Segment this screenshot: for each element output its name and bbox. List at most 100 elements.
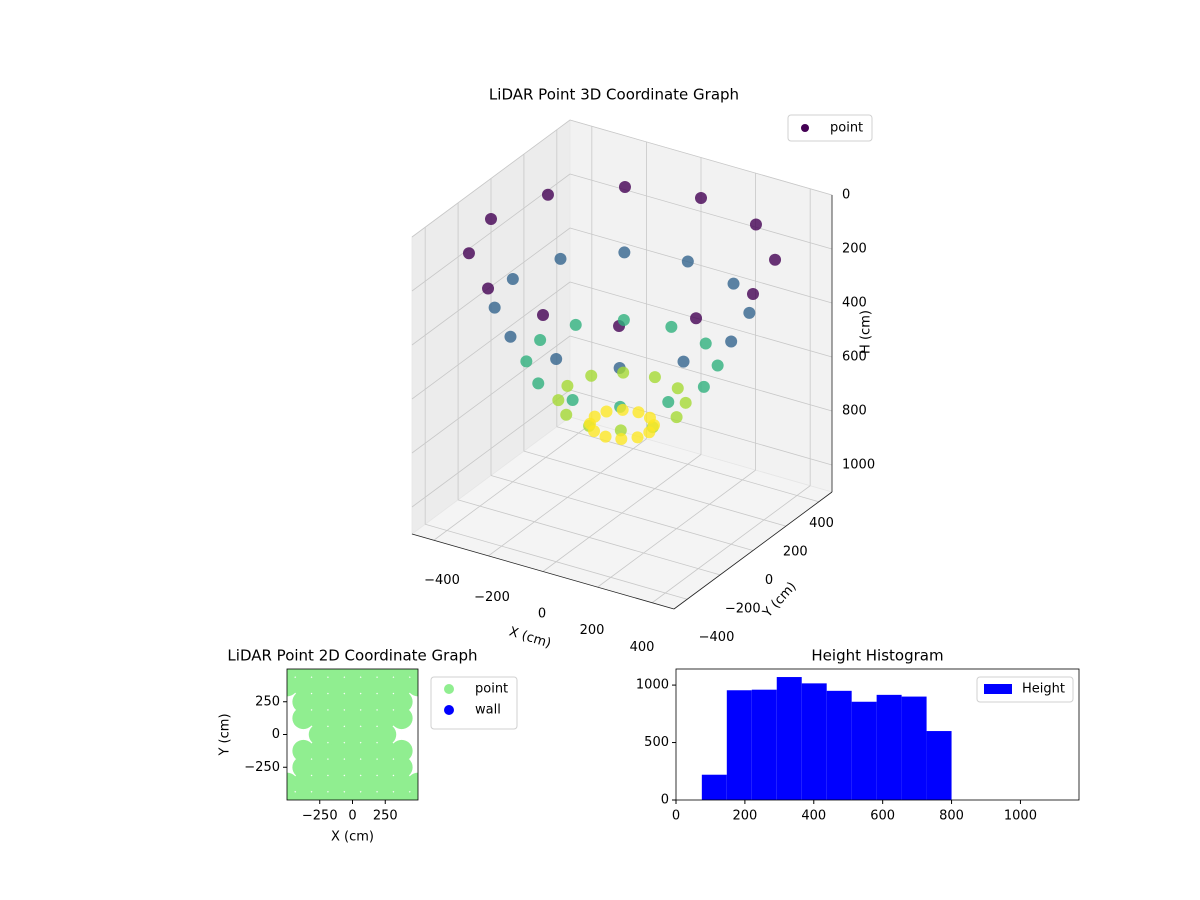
point bbox=[679, 396, 692, 409]
point bbox=[616, 403, 629, 416]
point bbox=[532, 377, 545, 390]
point bbox=[648, 371, 661, 384]
legend-marker bbox=[801, 124, 809, 132]
y-axis-line bbox=[673, 491, 833, 610]
point bbox=[292, 707, 315, 730]
y-grid-line bbox=[457, 499, 721, 576]
point bbox=[325, 669, 348, 680]
point bbox=[599, 430, 612, 443]
y-tick-label: −400 bbox=[699, 630, 735, 645]
axes-frame bbox=[675, 668, 1080, 801]
z-grid-line bbox=[569, 173, 833, 250]
point bbox=[725, 335, 738, 348]
y-axis-label: Y (cm) bbox=[218, 713, 233, 756]
x-tick-label: 250 bbox=[373, 809, 398, 824]
point bbox=[341, 690, 364, 713]
z-grid-line bbox=[569, 389, 833, 466]
point bbox=[681, 255, 694, 268]
bar bbox=[726, 690, 752, 800]
point bbox=[462, 247, 475, 260]
point bbox=[506, 272, 519, 285]
point bbox=[390, 669, 413, 680]
z-tick-label: 0 bbox=[842, 188, 850, 203]
y-tick-label: −250 bbox=[244, 760, 280, 775]
point bbox=[485, 213, 497, 225]
point bbox=[357, 756, 380, 779]
point bbox=[341, 707, 364, 730]
point bbox=[308, 772, 331, 795]
point bbox=[308, 674, 331, 697]
point bbox=[341, 723, 364, 746]
y-tick-label: 1000 bbox=[636, 678, 669, 693]
x-tick-label: 200 bbox=[732, 809, 757, 824]
point bbox=[390, 756, 413, 779]
z-grid-line bbox=[569, 119, 833, 196]
point bbox=[560, 408, 573, 421]
point bbox=[561, 379, 574, 392]
x-tick-label: 1000 bbox=[1004, 809, 1037, 824]
z-axis-label: H (cm) bbox=[859, 310, 874, 354]
x-axis-label: X (cm) bbox=[331, 830, 374, 845]
point bbox=[292, 690, 315, 713]
legend-box bbox=[976, 676, 1074, 703]
x-tick-label: 0 bbox=[538, 607, 546, 622]
point bbox=[308, 739, 331, 762]
point bbox=[292, 669, 315, 680]
point bbox=[341, 756, 364, 779]
point bbox=[374, 674, 397, 697]
point bbox=[390, 772, 413, 795]
point bbox=[308, 707, 331, 730]
point bbox=[374, 707, 397, 730]
legend-marker bbox=[444, 705, 454, 715]
legend-label: wall bbox=[475, 703, 501, 718]
point bbox=[554, 252, 567, 265]
point bbox=[357, 723, 380, 746]
z-tick-label: 200 bbox=[842, 242, 867, 257]
y-tick-label: 0 bbox=[272, 727, 280, 742]
point bbox=[552, 394, 565, 407]
point bbox=[357, 674, 380, 697]
z-tick-label: 600 bbox=[842, 350, 867, 365]
point bbox=[697, 380, 710, 393]
legend-label: Height bbox=[1022, 682, 1065, 697]
point bbox=[677, 355, 690, 368]
point bbox=[541, 188, 554, 201]
point bbox=[357, 772, 380, 795]
point bbox=[569, 318, 582, 331]
point bbox=[374, 669, 397, 680]
point bbox=[341, 772, 364, 795]
point bbox=[632, 406, 645, 419]
point bbox=[747, 288, 759, 300]
bar bbox=[776, 677, 802, 800]
x-tick-label: 600 bbox=[870, 809, 895, 824]
point bbox=[482, 282, 495, 295]
bar bbox=[701, 774, 727, 800]
bar bbox=[876, 694, 902, 800]
y-grid-line bbox=[425, 523, 688, 600]
point bbox=[662, 396, 675, 409]
legend-label: point bbox=[475, 682, 508, 697]
z-grid-line bbox=[569, 335, 833, 412]
point bbox=[615, 432, 628, 445]
bar bbox=[801, 683, 827, 800]
y-tick-label: 200 bbox=[783, 544, 808, 559]
point bbox=[390, 690, 413, 713]
point bbox=[308, 690, 331, 713]
point bbox=[341, 674, 364, 697]
point bbox=[374, 756, 397, 779]
point bbox=[357, 690, 380, 713]
y-tick-label: 400 bbox=[809, 516, 834, 531]
y-tick-label: 0 bbox=[765, 573, 773, 588]
point bbox=[643, 411, 656, 424]
z-grid-line bbox=[411, 335, 571, 454]
x-tick-label: −250 bbox=[302, 809, 338, 824]
point bbox=[671, 382, 684, 395]
point bbox=[617, 314, 630, 327]
x-tick-label: −200 bbox=[474, 590, 510, 605]
point bbox=[325, 707, 348, 730]
chart-title: LiDAR Point 2D Coordinate Graph bbox=[227, 647, 477, 665]
y-tick-label: 0 bbox=[661, 793, 669, 808]
z-tick-label: 400 bbox=[842, 296, 867, 311]
point bbox=[618, 181, 631, 194]
legend-swatch bbox=[984, 684, 1012, 694]
